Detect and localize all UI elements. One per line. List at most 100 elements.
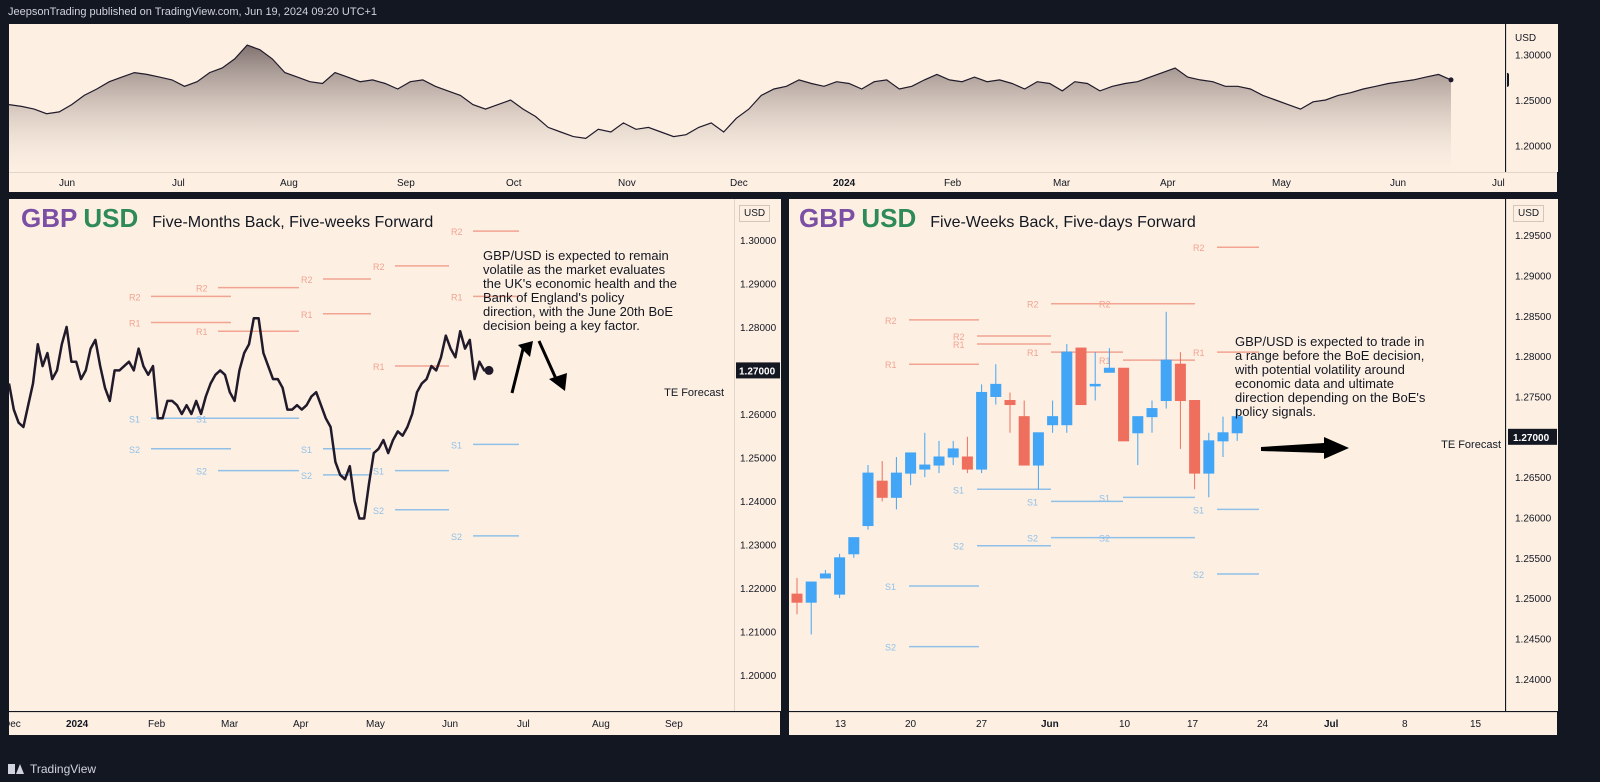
x-tick-label: 8	[1402, 719, 1408, 730]
x-tick-label: Apr	[293, 719, 309, 730]
x-tick-label: 17	[1187, 719, 1199, 730]
pivot-label: S2	[1099, 534, 1110, 544]
candle-body	[919, 464, 931, 470]
chart-subtitle: Five-Weeks Back, Five-days Forward	[930, 214, 1196, 231]
symbol-tag-bg	[1459, 72, 1509, 87]
x-tick-label: Feb	[148, 719, 166, 730]
x-tick-label: 2024	[66, 719, 89, 730]
pivot-label: S1	[196, 414, 207, 424]
pivot-label: S2	[301, 471, 312, 481]
currency-label: USD	[1513, 205, 1545, 222]
tradingview-logo-icon	[8, 764, 24, 774]
candle-body	[1004, 400, 1016, 406]
x-tick-label: 10	[1119, 719, 1131, 730]
pivot-label: R2	[301, 275, 313, 285]
chart-subtitle: Five-Months Back, Five-weeks Forward	[152, 214, 434, 231]
title-gbp: GBP	[799, 203, 856, 233]
candle-body	[1118, 367, 1130, 442]
x-tick-label: Jul	[172, 178, 185, 189]
y-tick-label: 1.26000	[740, 410, 777, 421]
pivot-label: R1	[1027, 348, 1039, 358]
forecast-tag-bg	[1508, 428, 1557, 445]
up-arrow-head	[518, 341, 533, 357]
y-tick-label: 1.21000	[740, 628, 777, 639]
tradingview-footer[interactable]: TradingView	[8, 762, 96, 776]
candle-body	[890, 472, 902, 498]
y-tick-label: 1.25000	[740, 454, 777, 465]
pivot-label: S2	[1027, 534, 1038, 544]
right-price-axis[interactable]: 1.29500 1.29000 1.28500 1.28000 1.27500 1.265…	[1506, 199, 1558, 711]
pivot-label: R1	[373, 362, 385, 372]
pivot-label: R1	[129, 319, 141, 329]
y-tick-label: 1.25000	[1515, 96, 1552, 107]
y-tick-label: 1.27500	[1515, 392, 1552, 403]
left-time-axis[interactable]: Dec 2024 Feb Mar Apr May Jun Jul Aug Sep	[3, 712, 780, 735]
x-tick-label: Jun	[1390, 178, 1406, 189]
title-usd: USD	[861, 203, 917, 233]
pivot-label: R1	[1099, 356, 1111, 366]
x-tick-label: Dec	[730, 178, 748, 189]
y-tick-label: 1.20000	[1515, 142, 1552, 153]
x-tick-label: Sep	[665, 719, 683, 730]
pivot-label: R2	[953, 332, 965, 342]
pivot-label: R2	[885, 316, 897, 326]
pivot-label: S2	[885, 643, 896, 653]
pivot-label: S1	[1193, 505, 1204, 515]
candle-body	[848, 537, 860, 555]
y-tick-label: 1.20000	[740, 671, 777, 682]
x-tick-label: Jul	[1492, 178, 1505, 189]
y-tick-label: 1.30000	[1515, 50, 1552, 61]
price-line	[9, 316, 489, 520]
pivot-label: S2	[953, 542, 964, 552]
x-tick-label: Mar	[221, 719, 239, 730]
candle-body	[834, 557, 846, 595]
pivot-label: S2	[196, 467, 207, 477]
pivot-label: S1	[451, 440, 462, 450]
top-time-axis[interactable]: Jun Jul Aug Sep Oct Nov Dec 2024 Feb Mar Apr May Jun…	[9, 172, 1557, 192]
x-tick-label: Aug	[592, 719, 610, 730]
candle-body	[1075, 347, 1087, 406]
top-chart-plot[interactable]	[9, 24, 1505, 172]
left-chart-panel: R2 R2 R2 R2 R2 R1 R1 R1 R1 R1 S1 S1 S1 S1 S1 S2 S2 S2 S2 S2…	[9, 199, 734, 711]
candle-body	[1231, 416, 1243, 434]
left-chart-plot[interactable]: R2 R2 R2 R2 R2 R1 R1 R1 R1 R1 S1 S1 S1 S1 S1 S2 S2 S2 S2 S2	[9, 199, 734, 711]
candle-body	[1217, 432, 1229, 442]
left-price-axis[interactable]: 1.30000 1.29000 1.28000 1.26000 1.25000 1.240…	[734, 199, 781, 711]
pivot-label: S1	[953, 485, 964, 495]
right-time-axis[interactable]: 13 20 27 Jun 10 17 24 Jul 8 15	[789, 712, 1557, 735]
te-forecast-label: TE Forecast	[664, 387, 724, 399]
left-chart-title: GBP USD Five-Months Back, Five-weeks For…	[21, 203, 433, 234]
y-tick-label: 1.29000	[1515, 271, 1552, 282]
x-tick-label: Jun	[59, 178, 75, 189]
forecast-arrow	[1261, 437, 1349, 459]
pivot-label: R1	[953, 340, 965, 350]
candle-body	[862, 472, 874, 527]
y-tick-label: 1.26500	[1515, 473, 1552, 484]
pivot-label: R2	[1099, 300, 1111, 310]
candle-body	[1047, 416, 1059, 426]
area-line	[9, 44, 1452, 140]
candle-body	[961, 456, 973, 470]
pivot-label: R2	[129, 292, 141, 302]
x-tick-label: Mar	[1053, 178, 1071, 189]
y-tick-label: 1.24500	[1515, 634, 1552, 645]
x-tick-label: 15	[1470, 719, 1482, 730]
right-chart-panel: R2 R2 R2 R2 R2 R1 R1 R1 R1 R1 S1 S1 S1 S1 S1 S2 S2 S2 S2 S2…	[789, 199, 1505, 711]
pivot-label: S1	[1027, 497, 1038, 507]
x-tick-label: Jul	[1324, 719, 1339, 730]
candle-body	[976, 391, 988, 470]
y-tick-label: 1.29500	[1515, 231, 1552, 242]
x-tick-label: Dec	[9, 719, 21, 730]
last-point	[1448, 77, 1454, 83]
x-tick-label: Nov	[618, 178, 636, 189]
candle-body	[1132, 416, 1144, 434]
y-tick-label: 1.28500	[1515, 312, 1552, 323]
candle-body	[1061, 351, 1073, 426]
x-tick-label: Sep	[397, 178, 415, 189]
pivot-label: S2	[129, 445, 140, 455]
candle-body	[1174, 363, 1186, 402]
pivot-label: S1	[1099, 493, 1110, 503]
pivot-label: S1	[373, 467, 384, 477]
